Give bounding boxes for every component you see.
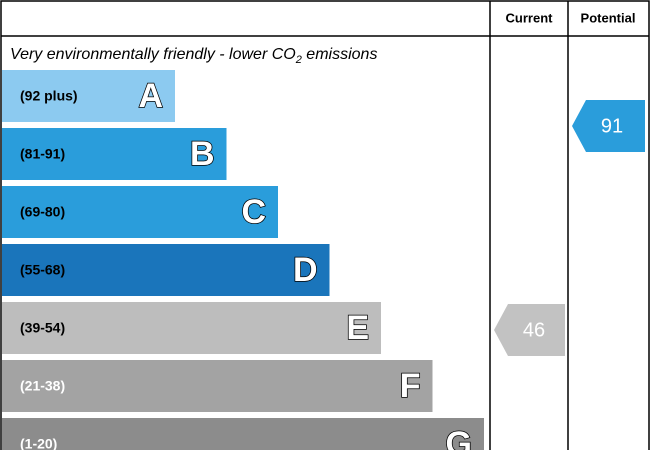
rating-band [2,70,175,122]
band-range: (39-54) [20,320,65,336]
rating-band [2,128,227,180]
band-range: (92 plus) [20,88,78,104]
band-letter: C [241,193,266,231]
band-range: (81-91) [20,146,65,162]
current-arrow: 46 [494,304,565,356]
band-letter: G [446,425,472,450]
band-range: (69-80) [20,204,65,220]
rating-band [2,360,433,412]
rating-band [2,418,484,450]
subtitle-text: Very environmentally friendly - lower CO [10,46,296,63]
band-letter: F [400,367,421,405]
band-letter: D [293,251,318,289]
band-range: (21-38) [20,378,65,394]
band-range: (1-20) [20,436,57,450]
subtitle: Very environmentally friendly - lower CO… [10,46,377,66]
current-value: 46 [523,319,545,341]
band-letter: A [138,77,163,115]
current-marker [494,304,565,356]
band-letter: B [190,135,215,173]
potential-marker [572,100,645,152]
potential-arrow: 91 [572,100,645,152]
subtitle-subscript: 2 [295,54,302,66]
band-range: (55-68) [20,262,65,278]
potential-header: Potential [581,10,636,25]
rating-band [2,302,381,354]
current-header: Current [506,10,554,25]
rating-band [2,244,330,296]
band-letter: E [346,309,369,347]
subtitle-suffix: emissions [302,46,378,63]
potential-value: 91 [601,115,623,137]
rating-band [2,186,278,238]
